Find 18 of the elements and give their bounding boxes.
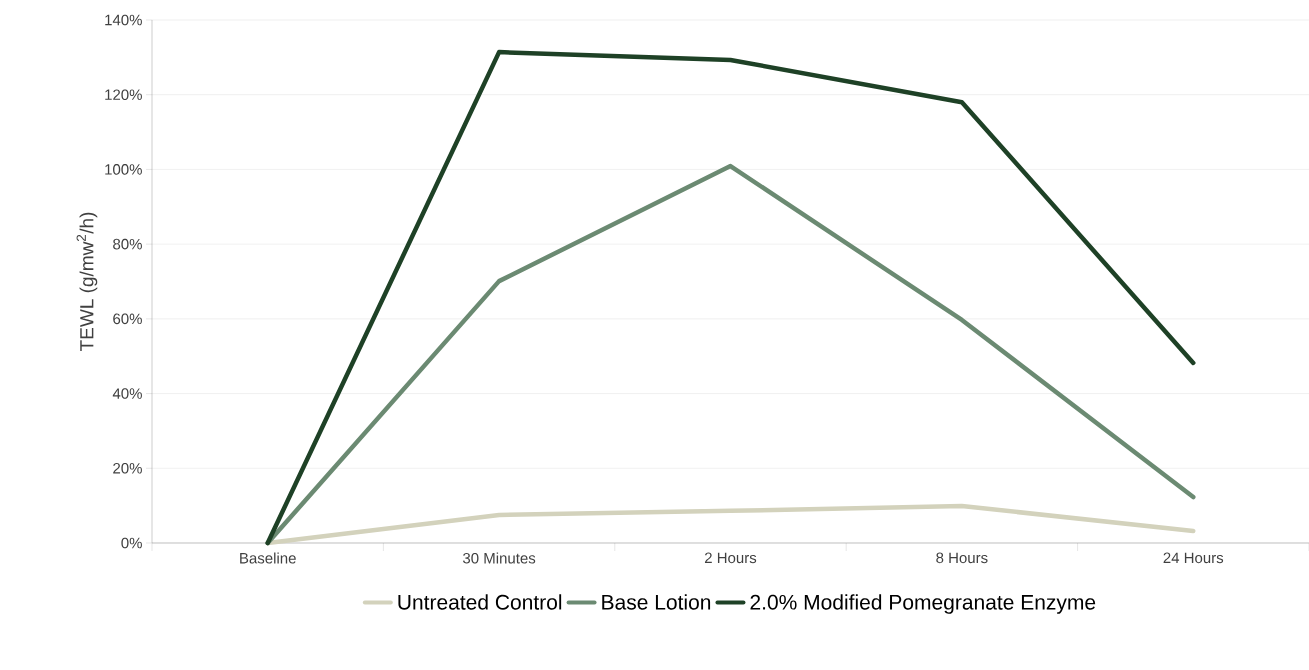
x-tick-label: 24 Hours — [1163, 552, 1224, 564]
x-tick-label: 8 Hours — [936, 552, 988, 564]
x-tick-label: 30 Minutes — [462, 552, 536, 564]
y-tick-label: 120% — [105, 89, 142, 101]
x-tick-label: Baseline — [240, 552, 296, 564]
y-tick-label: 80% — [113, 238, 142, 250]
y-tick-label: 20% — [113, 462, 142, 474]
x-tick-label: 2 Hours — [704, 552, 757, 564]
line-series — [265, 49, 1196, 546]
y-tick-label: 0% — [121, 537, 142, 549]
y-tick-label: 40% — [112, 388, 142, 399]
legend-label: 2.0% Modified Pomegranate Enzyme — [750, 594, 1096, 614]
legend-label: Base Lotion — [602, 594, 711, 610]
y-tick-label: 100% — [105, 164, 142, 175]
y-tick-label: 60% — [113, 313, 142, 325]
y-axis-title: TEWL (g/mw$^{2}$/h) — [76, 212, 98, 351]
legend-label: Untreated Control — [398, 594, 562, 610]
y-tick-label: 140% — [105, 14, 142, 26]
